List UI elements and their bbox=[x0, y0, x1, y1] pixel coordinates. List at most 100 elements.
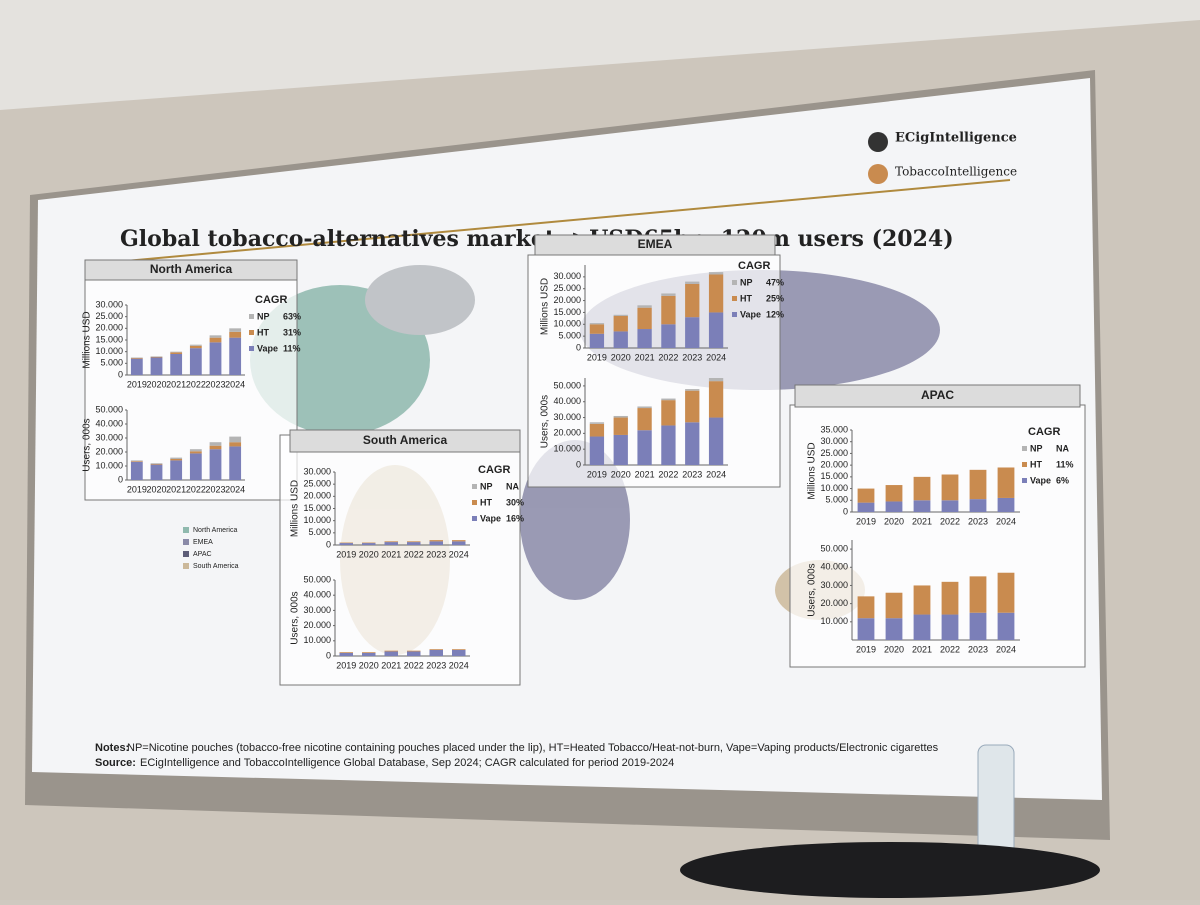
bar-segment bbox=[170, 352, 182, 353]
x-tick-label: 2022 bbox=[940, 516, 960, 526]
legend-label: HT bbox=[1030, 459, 1042, 469]
y-tick-label: 20.000 bbox=[95, 323, 123, 333]
legend-label: HT bbox=[257, 327, 269, 337]
bar-segment bbox=[942, 582, 959, 615]
notes-label: Notes: bbox=[95, 742, 129, 754]
bar-segment bbox=[886, 501, 903, 512]
x-tick-label: 2022 bbox=[658, 469, 678, 479]
y-tick-label: 5.000 bbox=[100, 358, 123, 368]
bar-segment bbox=[858, 489, 875, 503]
x-tick-label: 2023 bbox=[682, 469, 702, 479]
legend-label: HT bbox=[480, 497, 492, 507]
x-tick-label: 2024 bbox=[996, 644, 1016, 654]
bar-segment bbox=[886, 485, 903, 501]
bar-segment bbox=[886, 618, 903, 640]
legend-label: South America bbox=[193, 563, 239, 570]
y-tick-label: 40.000 bbox=[820, 562, 848, 572]
legend-swatch bbox=[1022, 462, 1027, 467]
bar-segment bbox=[970, 576, 987, 612]
bar-segment bbox=[637, 406, 651, 408]
x-tick-label: 2023 bbox=[968, 644, 988, 654]
bar-segment bbox=[614, 316, 628, 331]
x-tick-label: 2022 bbox=[658, 352, 678, 362]
y-tick-label: 20.000 bbox=[553, 428, 581, 438]
bar-segment bbox=[942, 500, 959, 512]
y-axis-label: Millions USD bbox=[807, 442, 818, 499]
x-tick-label: 2019 bbox=[587, 352, 607, 362]
logo: TobaccoIntelligence bbox=[895, 165, 1017, 179]
bar-segment bbox=[340, 652, 354, 653]
bar-segment bbox=[190, 348, 202, 375]
bar-segment bbox=[210, 338, 222, 343]
bar-segment bbox=[614, 435, 628, 465]
legend-swatch bbox=[183, 551, 189, 557]
y-tick-label: 15.000 bbox=[820, 471, 848, 481]
bar-segment bbox=[970, 613, 987, 640]
bar-segment bbox=[385, 651, 399, 652]
logo-icon bbox=[868, 132, 888, 152]
logo-icon bbox=[868, 164, 888, 184]
legend-cagr: 12% bbox=[766, 309, 784, 319]
y-tick-label: 40.000 bbox=[95, 418, 123, 428]
legend-label: Vape bbox=[257, 343, 278, 353]
legend-cagr: 31% bbox=[283, 327, 301, 337]
panel-title: North America bbox=[150, 262, 233, 276]
bar-segment bbox=[151, 358, 163, 376]
bar-segment bbox=[362, 652, 376, 653]
y-tick-label: 25.000 bbox=[553, 283, 581, 293]
x-tick-label: 2024 bbox=[225, 379, 245, 389]
bar-segment bbox=[590, 424, 604, 437]
x-tick-label: 2021 bbox=[635, 469, 655, 479]
x-tick-label: 2020 bbox=[146, 484, 166, 494]
y-tick-label: 15.000 bbox=[553, 307, 581, 317]
x-tick-label: 2020 bbox=[611, 352, 631, 362]
x-tick-label: 2020 bbox=[611, 469, 631, 479]
x-tick-label: 2020 bbox=[359, 660, 379, 670]
legend-label: NP bbox=[480, 481, 493, 491]
y-axis-label: Millions USD bbox=[82, 311, 93, 368]
x-tick-label: 2024 bbox=[706, 352, 726, 362]
bar-segment bbox=[614, 416, 628, 418]
bar-segment bbox=[998, 498, 1015, 512]
bar-segment bbox=[170, 460, 182, 480]
bar-segment bbox=[661, 400, 675, 425]
bar-segment bbox=[637, 430, 651, 465]
y-tick-label: 20.000 bbox=[820, 460, 848, 470]
x-tick-label: 2020 bbox=[146, 379, 166, 389]
x-tick-label: 2023 bbox=[682, 352, 702, 362]
x-tick-label: 2021 bbox=[912, 516, 932, 526]
bar-segment bbox=[661, 324, 675, 348]
legend-cagr: 11% bbox=[283, 343, 301, 353]
y-tick-label: 30.000 bbox=[95, 432, 123, 442]
y-tick-label: 20.000 bbox=[303, 620, 331, 630]
bar-segment bbox=[970, 499, 987, 512]
x-tick-label: 2023 bbox=[426, 549, 446, 559]
water-bottle bbox=[978, 745, 1014, 860]
bar-segment bbox=[190, 345, 202, 346]
bar-segment bbox=[340, 543, 354, 545]
legend-cagr: 6% bbox=[1056, 475, 1069, 485]
y-tick-label: 0 bbox=[576, 342, 581, 352]
x-tick-label: 2019 bbox=[856, 516, 876, 526]
bar-segment bbox=[452, 650, 466, 656]
legend-title: CAGR bbox=[255, 294, 287, 306]
bar-segment bbox=[709, 418, 723, 465]
bar-segment bbox=[886, 593, 903, 618]
x-tick-label: 2023 bbox=[205, 484, 225, 494]
x-tick-label: 2021 bbox=[381, 549, 401, 559]
bar-segment bbox=[914, 477, 931, 500]
bar-segment bbox=[661, 399, 675, 401]
bar-segment bbox=[131, 359, 143, 375]
panel-title: EMEA bbox=[638, 237, 673, 251]
legend-cagr: 63% bbox=[283, 311, 301, 321]
bar-segment bbox=[452, 541, 466, 545]
bar-segment bbox=[942, 475, 959, 501]
bar-segment bbox=[661, 425, 675, 465]
bar-segment bbox=[407, 542, 421, 545]
bar-segment bbox=[340, 653, 354, 656]
bar-segment bbox=[452, 649, 466, 650]
bar-segment bbox=[131, 460, 143, 461]
legend-swatch bbox=[732, 280, 737, 285]
bar-segment bbox=[709, 312, 723, 348]
bar-segment bbox=[661, 293, 675, 295]
